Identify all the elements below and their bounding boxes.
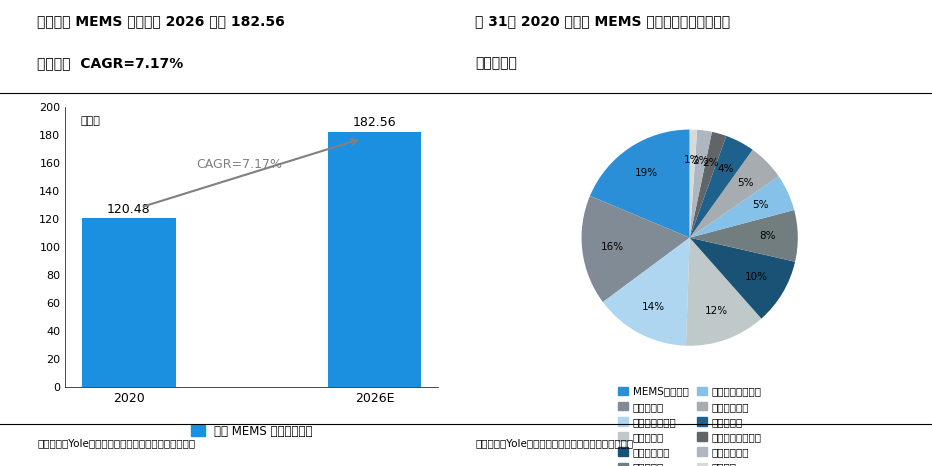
Wedge shape — [590, 130, 690, 238]
Text: 14%: 14% — [642, 302, 665, 312]
Wedge shape — [686, 238, 761, 346]
Text: 2%: 2% — [703, 158, 720, 168]
Text: 5%: 5% — [737, 178, 753, 188]
Text: 资料来源：Yole、歌尔微招股说明书、国海证券研究所: 资料来源：Yole、歌尔微招股说明书、国海证券研究所 — [475, 438, 634, 448]
Legend: 全球 MEMS 行业市场规模: 全球 MEMS 行业市场规模 — [185, 420, 318, 442]
Text: CAGR=7.17%: CAGR=7.17% — [197, 158, 282, 171]
Text: 亿美元，  CAGR=7.17%: 亿美元， CAGR=7.17% — [37, 56, 184, 70]
Wedge shape — [690, 210, 798, 262]
Text: 5%: 5% — [752, 200, 769, 210]
Text: 2%: 2% — [692, 156, 708, 165]
Text: 4%: 4% — [718, 164, 734, 174]
Legend: MEMS射频器件, 压力传感器, 惯性组合传感器, 声学传感器, 加速度传感器, 嘴墨打印头, 微型热辐射传感器, 陀螺仪传感器, 光学传感器, 硅基微流控制器: MEMS射频器件, 压力传感器, 惯性组合传感器, 声学传感器, 加速度传感器,… — [615, 384, 764, 466]
Wedge shape — [603, 238, 690, 346]
Text: 资料来源：Yole、歌尔微招股说明书、国海证券研究所: 资料来源：Yole、歌尔微招股说明书、国海证券研究所 — [37, 438, 196, 448]
Text: 图 31： 2020 年全球 MEMS 行业产品结构中传感器: 图 31： 2020 年全球 MEMS 行业产品结构中传感器 — [475, 14, 731, 28]
Wedge shape — [690, 176, 794, 238]
Text: 占主导地位: 占主导地位 — [475, 56, 517, 70]
Wedge shape — [690, 150, 778, 238]
Wedge shape — [690, 130, 697, 238]
Text: 8%: 8% — [760, 231, 775, 241]
Text: 12%: 12% — [705, 306, 728, 316]
Text: 1%: 1% — [684, 155, 701, 165]
Text: 182.56: 182.56 — [352, 116, 396, 130]
Wedge shape — [690, 136, 753, 238]
Text: 16%: 16% — [601, 242, 624, 252]
Text: 120.48: 120.48 — [107, 203, 151, 216]
Wedge shape — [690, 132, 726, 238]
Wedge shape — [582, 196, 690, 302]
Text: 亿美元: 亿美元 — [80, 116, 100, 125]
Text: 10%: 10% — [746, 272, 768, 282]
Wedge shape — [690, 130, 712, 238]
Bar — [328, 131, 421, 387]
Bar — [82, 219, 175, 387]
Text: 预计全球 MEMS 行业规模 2026 年达 182.56: 预计全球 MEMS 行业规模 2026 年达 182.56 — [37, 14, 285, 28]
Text: 19%: 19% — [635, 168, 658, 178]
Wedge shape — [690, 238, 795, 319]
